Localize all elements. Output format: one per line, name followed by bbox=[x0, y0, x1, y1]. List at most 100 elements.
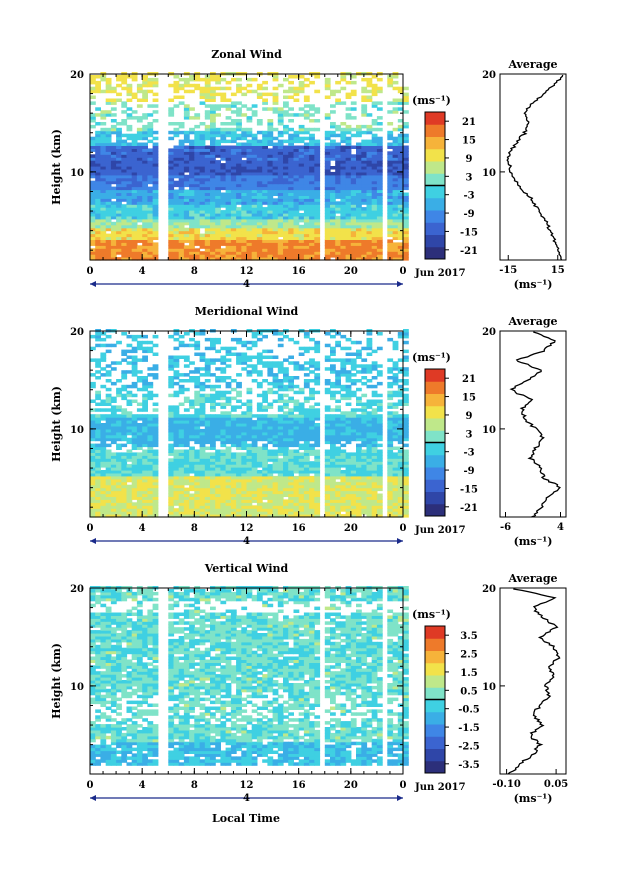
heatmap-cell bbox=[174, 411, 180, 415]
heatmap-cell bbox=[252, 426, 258, 430]
heatmap-cell bbox=[168, 187, 174, 191]
heatmap-cell bbox=[100, 242, 106, 246]
heatmap-cell bbox=[325, 458, 331, 462]
heatmap-cell bbox=[288, 96, 294, 100]
heatmap-cell bbox=[278, 140, 284, 144]
heatmap-cell bbox=[273, 128, 279, 132]
heatmap-cell bbox=[231, 146, 237, 150]
heatmap-cell bbox=[220, 187, 226, 191]
heatmap-cell bbox=[90, 187, 96, 191]
heatmap-cell bbox=[267, 414, 273, 418]
heatmap-cell bbox=[372, 482, 378, 486]
heatmap-cell bbox=[121, 178, 127, 182]
heatmap-cell bbox=[335, 426, 341, 430]
heatmap-cell bbox=[273, 143, 279, 147]
heatmap-cell bbox=[127, 499, 133, 503]
heatmap-cell bbox=[288, 146, 294, 150]
heatmap-cell bbox=[294, 113, 300, 117]
heatmap-cell bbox=[111, 125, 117, 128]
heatmap-cell bbox=[184, 219, 190, 223]
heatmap-cell bbox=[127, 143, 133, 147]
heatmap-cell bbox=[174, 81, 180, 85]
heatmap-cell bbox=[90, 193, 96, 197]
heatmap-cell bbox=[387, 426, 393, 430]
heatmap-cell bbox=[241, 248, 247, 252]
heatmap-cell bbox=[220, 128, 226, 132]
heatmap-cell bbox=[377, 444, 383, 448]
heatmap-cell bbox=[153, 499, 159, 503]
heatmap-cell bbox=[137, 245, 143, 249]
heatmap-cell bbox=[403, 514, 409, 518]
heatmap-cell bbox=[137, 452, 143, 456]
heatmap-cell bbox=[210, 505, 216, 509]
heatmap-cell bbox=[372, 137, 378, 141]
heatmap-cell bbox=[252, 420, 258, 424]
heatmap-cell bbox=[346, 178, 352, 182]
heatmap-cell bbox=[283, 420, 289, 424]
heatmap-cell bbox=[132, 482, 138, 486]
heatmap-cell bbox=[367, 99, 373, 103]
heatmap-cell bbox=[106, 210, 112, 214]
heatmap-cell bbox=[215, 87, 221, 91]
heatmap-cell bbox=[367, 482, 373, 486]
heatmap-cell bbox=[194, 408, 200, 412]
heatmap-cell bbox=[356, 414, 362, 418]
heatmap-cell bbox=[304, 193, 310, 197]
heatmap-cell bbox=[168, 107, 174, 111]
heatmap-cell bbox=[205, 131, 211, 135]
heatmap-cell bbox=[153, 193, 159, 197]
heatmap-cell bbox=[153, 420, 159, 424]
heatmap-cell bbox=[142, 125, 148, 128]
heatmap-cell bbox=[121, 225, 127, 229]
heatmap-cell bbox=[262, 154, 268, 158]
heatmap-cell bbox=[304, 435, 310, 439]
heatmap-cell bbox=[194, 125, 200, 128]
x-tick-label: 4 bbox=[139, 266, 146, 277]
heatmap-cell bbox=[247, 242, 253, 246]
heatmap-cell bbox=[283, 101, 289, 105]
heatmap-cell bbox=[200, 137, 206, 141]
heatmap-cell bbox=[325, 193, 331, 197]
heatmap-cell bbox=[153, 234, 159, 238]
heatmap-cell bbox=[335, 505, 341, 509]
heatmap-cell bbox=[220, 93, 226, 97]
heatmap-cell bbox=[174, 234, 180, 238]
heatmap-cell bbox=[142, 491, 148, 495]
heatmap-cell bbox=[132, 137, 138, 141]
heatmap-cell bbox=[367, 444, 373, 448]
heatmap-cell bbox=[210, 435, 216, 439]
heatmap-cell bbox=[241, 169, 247, 173]
heatmap-cell bbox=[387, 491, 393, 495]
heatmap-cell bbox=[189, 450, 195, 454]
heatmap-cell bbox=[147, 193, 153, 197]
heatmap-cell bbox=[330, 458, 336, 462]
heatmap-cell bbox=[309, 505, 315, 509]
heatmap-cell bbox=[252, 242, 258, 246]
heatmap-cell bbox=[194, 219, 200, 223]
heatmap-cell bbox=[179, 154, 185, 158]
heatmap-cell bbox=[174, 420, 180, 424]
heatmap-cell bbox=[179, 414, 185, 418]
heatmap-cell bbox=[330, 426, 336, 430]
heatmap-cell bbox=[387, 444, 393, 448]
heatmap-cell bbox=[257, 414, 263, 418]
heatmap-cell bbox=[351, 248, 357, 252]
heatmap-cell bbox=[356, 408, 362, 412]
heatmap-cell bbox=[236, 505, 242, 509]
heatmap-cell bbox=[168, 225, 174, 229]
heatmap-cell bbox=[179, 193, 185, 197]
heatmap-cell bbox=[121, 169, 127, 173]
heatmap-cell bbox=[387, 219, 393, 223]
heatmap-cell bbox=[309, 426, 315, 430]
heatmap-cell bbox=[351, 90, 357, 94]
heatmap-cell bbox=[387, 187, 393, 191]
heatmap-cell bbox=[116, 154, 122, 158]
heatmap-cell bbox=[335, 216, 341, 220]
heatmap-cell bbox=[200, 458, 206, 462]
heatmap-cell bbox=[356, 444, 362, 448]
heatmap-cell bbox=[90, 476, 96, 480]
heatmap-cell bbox=[330, 420, 336, 424]
heatmap-cell bbox=[377, 78, 383, 82]
heatmap-cell bbox=[335, 169, 341, 173]
heatmap-cell bbox=[325, 137, 331, 141]
